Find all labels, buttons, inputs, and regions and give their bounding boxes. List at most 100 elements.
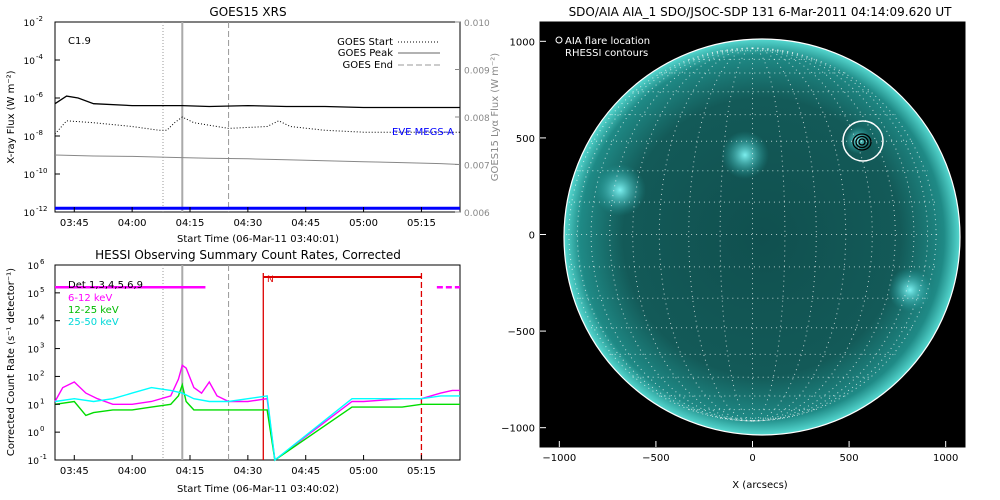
hessi-time-tick-label-2: 04:15 xyxy=(176,466,205,477)
grid-longitude--30 xyxy=(658,47,753,422)
goes-legend-peak-label: GOES Peak xyxy=(338,48,393,59)
goes-left-tick-label-4: 10 xyxy=(24,171,36,181)
goes-right-tick-label-1: 0.009 xyxy=(464,67,490,77)
goes-legend-end-label: GOES End xyxy=(343,60,393,71)
goes-left-tick-exp-4: -10 xyxy=(36,167,47,175)
goes-series-group xyxy=(54,22,461,212)
goes-series-2 xyxy=(54,154,461,165)
hessi-time-tick-label-3: 04:30 xyxy=(233,466,262,477)
hessi-y-tick-exp-6: 0 xyxy=(40,425,44,433)
hessi-time-tick-label-1: 04:00 xyxy=(118,466,147,477)
goes-right-axis: 0.010 0.009 0.008 0.007 0.006 xyxy=(455,19,490,219)
goes-left-tick-exp-1: -4 xyxy=(36,53,44,61)
hessi-time-tick-label-6: 05:15 xyxy=(407,466,436,477)
aia-y-axis: 1000 500 0 −500 −1000 xyxy=(501,37,546,435)
hessi-plot-frame xyxy=(54,264,461,461)
aia-y-tick-label-2: 0 xyxy=(529,231,535,242)
aia-x-tick-label-4: 1000 xyxy=(933,453,958,464)
active-region-east xyxy=(594,164,646,216)
goes-ylabel-right: GOES15 Lyα Flux (W m⁻²) xyxy=(490,53,501,181)
hessi-legend-6-12: 6-12 keV xyxy=(68,293,112,304)
aia-x-tick-label-1: −500 xyxy=(642,453,669,464)
goes-legend: GOES Start GOES Peak GOES End xyxy=(337,37,440,71)
goes-left-tick-label-2: 10 xyxy=(24,95,36,105)
goes-series-0 xyxy=(54,95,460,109)
hessi-time-tick-label-5: 05:00 xyxy=(349,466,378,477)
hessi-y-tick-exp-1: 5 xyxy=(40,286,44,294)
grid-longitude--50 xyxy=(609,47,753,422)
goes-right-tick-label-4: 0.006 xyxy=(464,209,490,219)
hessi-y-tick-exp-4: 2 xyxy=(40,369,44,377)
aia-flare-location-marker xyxy=(842,120,884,162)
hessi-title: HESSI Observing Summary Count Rates, Cor… xyxy=(95,248,401,262)
aia-x-axis: −1000 −500 0 500 1000 xyxy=(542,441,958,464)
hessi-legend-25-50: 25-50 keV xyxy=(68,317,119,328)
grid-longitude-80 xyxy=(752,47,937,422)
hessi-y-tick-label-2: 10 xyxy=(28,318,40,328)
hessi-series-2 xyxy=(54,386,460,462)
hessi-series-group xyxy=(54,265,460,462)
aia-legend-flare: AIA flare location xyxy=(565,36,650,47)
hessi-series-0 xyxy=(54,364,460,462)
goes-title: GOES15 XRS xyxy=(209,5,286,19)
hessi-xlabel: Start Time (06-Mar-11 03:40:02) xyxy=(177,484,339,495)
goes-legend-start-label: GOES Start xyxy=(337,37,393,48)
goes-time-tick-label-1: 04:00 xyxy=(118,218,147,229)
grid-longitude-70 xyxy=(752,47,929,422)
goes-left-tick-label-3: 10 xyxy=(24,133,36,143)
goes-time-tick-label-5: 05:00 xyxy=(349,218,378,229)
goes-left-tick-label-0: 10 xyxy=(24,19,36,29)
goes-left-tick-exp-3: -8 xyxy=(36,129,43,137)
goes-time-axis: 03:45 04:00 04:15 04:30 04:45 05:00 05:15 xyxy=(60,207,436,229)
hessi-ylabel: Corrected Count Rate (s⁻¹ detector⁻¹) xyxy=(6,268,17,456)
goes-right-tick-label-3: 0.007 xyxy=(464,162,490,172)
hessi-y-tick-exp-3: 3 xyxy=(40,342,44,350)
aia-y-tick-label-1: 500 xyxy=(516,134,535,145)
rhessi-contour-middle xyxy=(855,135,869,149)
hessi-y-tick-label-0: 10 xyxy=(28,262,40,272)
goes-left-tick-label-5: 10 xyxy=(24,209,36,219)
grid-longitude-50 xyxy=(752,47,896,422)
goes-left-tick-exp-0: -2 xyxy=(36,15,43,23)
grid-longitude--70 xyxy=(576,47,753,422)
hessi-y-tick-label-5: 10 xyxy=(28,401,40,411)
grid-longitude-40 xyxy=(752,47,873,422)
goes-time-tick-label-3: 04:30 xyxy=(233,218,262,229)
hessi-legend: Det 1,3,4,5,6,9 6-12 keV 12-25 keV 25-50… xyxy=(68,280,143,328)
grid-longitude--40 xyxy=(632,47,753,422)
grid-longitude-10 xyxy=(752,47,786,422)
solar-disk xyxy=(564,39,960,435)
aia-title: SDO/AIA AIA_1 SDO/JSOC-SDP 131 6-Mar-201… xyxy=(569,5,953,19)
rhessi-contour-outer xyxy=(852,133,872,151)
goes-time-tick-label-4: 04:45 xyxy=(291,218,320,229)
hessi-y-tick-exp-2: 4 xyxy=(40,314,45,322)
heliographic-grid xyxy=(566,47,939,422)
aia-legend-marker xyxy=(555,36,563,44)
active-region-west xyxy=(888,268,932,312)
aia-x-tick-label-0: −1000 xyxy=(542,453,576,464)
hessi-legend-det: Det 1,3,4,5,6,9 xyxy=(68,280,143,291)
goes-time-tick-label-0: 03:45 xyxy=(60,218,89,229)
goes-time-tick-label-2: 04:15 xyxy=(176,218,205,229)
goes-left-tick-label-1: 10 xyxy=(24,57,36,67)
aia-x-tick-label-3: 500 xyxy=(840,453,859,464)
goes-flare-class: C1.9 xyxy=(68,36,91,47)
goes-right-tick-label-0: 0.010 xyxy=(464,19,490,29)
solar-limb xyxy=(563,38,961,436)
grid-longitude--10 xyxy=(719,47,753,422)
hessi-time-tick-label-4: 04:45 xyxy=(291,466,320,477)
aia-y-tick-label-4: −1000 xyxy=(501,424,535,435)
hessi-y-tick-exp-7: -1 xyxy=(40,453,47,461)
hessi-time-axis: 03:45 04:00 04:15 04:30 04:45 05:00 05:15 xyxy=(60,455,436,477)
goes-ylabel-left: X-ray Flux (W m⁻²) xyxy=(6,70,17,163)
aia-panel: SDO/AIA AIA_1 SDO/JSOC-SDP 131 6-Mar-201… xyxy=(501,5,966,491)
aia-legend-rhessi: RHESSI contours xyxy=(565,48,648,59)
goes-left-tick-exp-2: -6 xyxy=(36,91,44,99)
hessi-time-tick-label-0: 03:45 xyxy=(60,466,89,477)
active-region-north xyxy=(721,131,769,179)
goes-left-tick-exp-5: -12 xyxy=(36,205,47,213)
